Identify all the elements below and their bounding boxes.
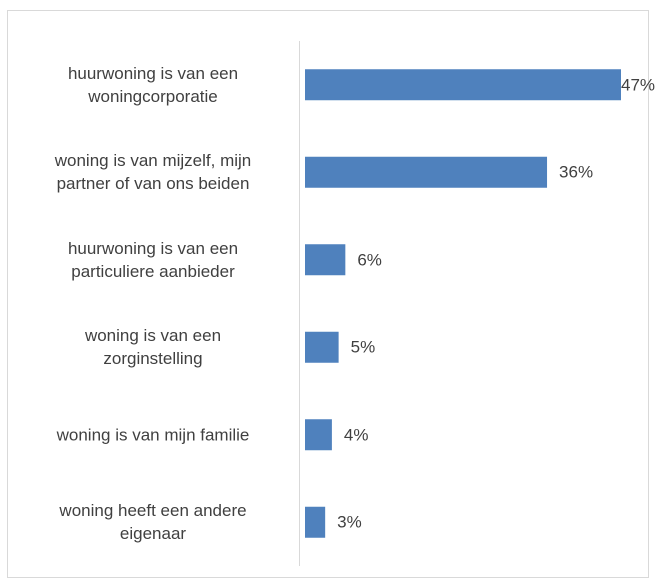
bar	[305, 331, 339, 363]
category-label: woning heeft een andere eigenaar	[59, 501, 247, 544]
category-label: huurwoning is van een woningcorporatie	[67, 63, 239, 106]
value-label: 6%	[357, 250, 382, 270]
value-label: 3%	[337, 512, 362, 532]
bar	[305, 506, 326, 538]
bar	[305, 244, 346, 276]
value-label: 4%	[343, 425, 369, 445]
bar	[305, 69, 621, 101]
frame	[7, 10, 649, 578]
category-label: woning is van mijn familie	[56, 425, 250, 445]
value-label: 36%	[559, 162, 594, 182]
bar	[305, 419, 332, 451]
category-label: woning is van een zorginstelling	[84, 326, 222, 369]
category-label: woning is van mijzelf, mijn partner of v…	[54, 151, 252, 194]
value-label: 5%	[350, 337, 376, 357]
value-label: 47%	[621, 75, 656, 95]
category-label: huurwoning is van een particuliere aanbi…	[67, 238, 239, 281]
bar	[305, 156, 548, 188]
